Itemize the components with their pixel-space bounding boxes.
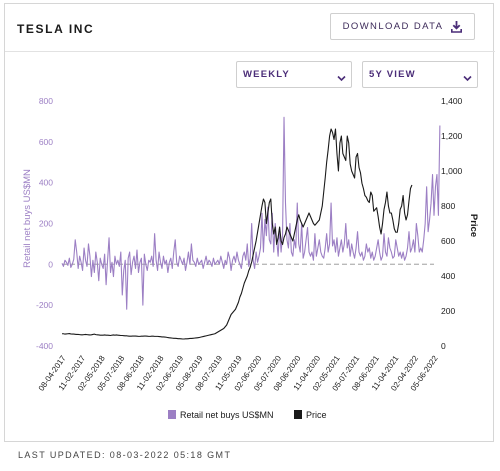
legend-label-price: Price <box>306 410 327 420</box>
y-right-tick-label: 1,200 <box>441 131 463 141</box>
y-right-tick-label: 0 <box>441 341 446 351</box>
legend-swatch-retail <box>168 410 176 419</box>
y-right-axis-title: Price <box>468 214 479 237</box>
y-left-tick-label: 600 <box>39 137 53 147</box>
y-right-tick-label: 1,400 <box>441 96 463 106</box>
y-left-tick-label: 800 <box>39 96 53 106</box>
last-updated-text: LAST UPDATED: 08-03-2022 05:18 GMT <box>18 450 232 460</box>
retail-flows-chart: -400 -200 0 200 400 600 800 0 200 400 600 800 1,000 1… <box>22 96 479 420</box>
view-select[interactable]: 5Y VIEW <box>362 61 478 88</box>
y-left-tick-label: 400 <box>39 178 53 188</box>
y-right-tick-label: 800 <box>441 201 455 211</box>
y-right-tick-label: 400 <box>441 271 455 281</box>
y-left-tick-label: -200 <box>36 300 53 310</box>
y-left-axis-title: Retail net buys US$MN <box>22 169 33 268</box>
y-right-tick-label: 600 <box>441 236 455 246</box>
chevron-down-icon <box>463 70 472 88</box>
chevron-down-icon <box>337 70 346 88</box>
y-left-tick-label: 0 <box>48 259 53 269</box>
page-title: TESLA INC <box>17 22 95 36</box>
download-icon <box>451 20 463 33</box>
view-select-value: 5Y VIEW <box>369 69 416 80</box>
y-right-tick-label: 1,000 <box>441 166 463 176</box>
y-left-tick-label: -400 <box>36 341 53 351</box>
y-right-tick-label: 200 <box>441 306 455 316</box>
legend-label-retail: Retail net buys US$MN <box>180 410 274 420</box>
y-left-tick-label: 200 <box>39 219 53 229</box>
legend-swatch-price <box>294 410 302 419</box>
price-line <box>62 128 413 340</box>
retail-net-buys-line <box>61 116 441 310</box>
frequency-select[interactable]: WEEKLY <box>236 61 352 88</box>
download-data-button[interactable]: DOWNLOAD DATA <box>330 13 475 40</box>
header-divider <box>5 51 495 52</box>
download-data-label: DOWNLOAD DATA <box>342 21 444 32</box>
frequency-select-value: WEEKLY <box>243 69 290 80</box>
